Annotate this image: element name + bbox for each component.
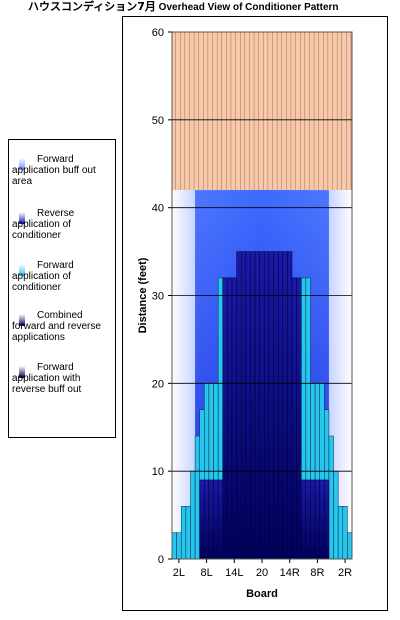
chart-title: ハウスコンディション7月 Overhead View of Conditione… xyxy=(28,0,400,14)
legend: Forward application buff out area Reverse… xyxy=(8,139,116,438)
y-tick-label: 40 xyxy=(152,203,164,215)
legend-item: Forward application with reverse buff ou… xyxy=(9,362,115,414)
combined-application-bar xyxy=(245,251,251,560)
x-tick-label: 8R xyxy=(310,567,324,579)
chart-title-main: Overhead View of Conditioner Pattern xyxy=(158,2,339,13)
forward-application-bar xyxy=(194,435,200,560)
combined-application-bar xyxy=(213,479,219,560)
forward-application-bar xyxy=(328,435,334,560)
combined-application-bar xyxy=(227,277,233,560)
combined-application-bar xyxy=(282,251,288,560)
combined-application-bar xyxy=(217,479,224,560)
chart-title-prefix: ハウスコンディション7月 xyxy=(28,0,156,13)
legend-swatch xyxy=(19,212,25,224)
y-tick-label: 30 xyxy=(152,291,164,303)
legend-swatch xyxy=(19,366,25,378)
combined-application-bar xyxy=(264,251,270,560)
combined-application-bar xyxy=(254,251,260,560)
x-tick-label: 2L xyxy=(173,567,185,579)
legend-item: Reverse application of conditioner xyxy=(9,208,115,260)
combined-application-bar xyxy=(273,251,279,560)
combined-application-bar xyxy=(291,277,297,560)
y-tick-label: 10 xyxy=(152,466,164,478)
combined-application-bar xyxy=(268,251,274,560)
legend-item: Combined forward and reverse application… xyxy=(9,310,115,362)
combined-application-bar xyxy=(236,251,242,560)
legend-swatch xyxy=(19,314,25,326)
y-tick-label: 50 xyxy=(152,115,164,127)
combined-application-bar xyxy=(324,479,330,560)
legend-label: Forward application buff out area xyxy=(12,154,96,187)
y-tick-label: 60 xyxy=(152,27,164,39)
combined-application-bar xyxy=(300,479,307,560)
combined-application-bar xyxy=(199,479,205,560)
combined-application-bar xyxy=(277,251,284,560)
forward-application-bar xyxy=(333,470,339,560)
combined-application-bar xyxy=(319,479,325,560)
combined-application-bar xyxy=(259,251,265,560)
combined-application-bar xyxy=(250,251,256,560)
x-tick-label: 2R xyxy=(338,567,352,579)
y-tick-label: 20 xyxy=(152,378,164,390)
combined-application-bar xyxy=(296,277,302,560)
chart-frame xyxy=(122,16,388,611)
forward-application-bar xyxy=(190,470,196,560)
forward-application-bar xyxy=(185,506,191,560)
combined-application-bar xyxy=(310,479,316,560)
legend-label: Combined forward and reverse application… xyxy=(12,310,101,343)
legend-swatch xyxy=(19,264,25,276)
forward-application-bar xyxy=(342,506,348,560)
legend-label: Reverse application of conditioner xyxy=(12,208,75,241)
forward-application-bar xyxy=(180,506,187,560)
x-tick-label: 20 xyxy=(256,567,268,579)
x-tick-label: 8L xyxy=(200,567,212,579)
legend-label: Forward application with reverse buff ou… xyxy=(12,362,82,395)
forward-application-bar xyxy=(347,532,353,560)
forward-application-bar xyxy=(176,532,182,560)
forward-application-bar xyxy=(337,506,344,560)
forward-application-bar xyxy=(171,532,177,560)
legend-item: Forward application buff out area xyxy=(9,154,115,206)
combined-application-bar xyxy=(204,479,210,560)
x-axis-title: Board xyxy=(246,588,278,600)
legend-item: Forward application of conditioner xyxy=(9,260,115,312)
legend-swatch xyxy=(19,158,25,170)
legend-label: Forward application of conditioner xyxy=(12,260,74,293)
y-tick-label: 0 xyxy=(158,554,164,566)
pin-deck-area xyxy=(172,32,352,191)
combined-application-bar xyxy=(240,251,247,560)
combined-application-bar xyxy=(314,479,320,560)
combined-application-bar xyxy=(305,479,311,560)
combined-application-bar xyxy=(287,251,293,560)
x-tick-label: 14R xyxy=(280,567,300,579)
combined-application-bar xyxy=(208,479,214,560)
combined-application-bar xyxy=(231,277,237,560)
x-tick-label: 14L xyxy=(225,567,243,579)
combined-application-bar xyxy=(222,277,228,560)
y-axis-title: Distance (feet) xyxy=(137,257,149,333)
